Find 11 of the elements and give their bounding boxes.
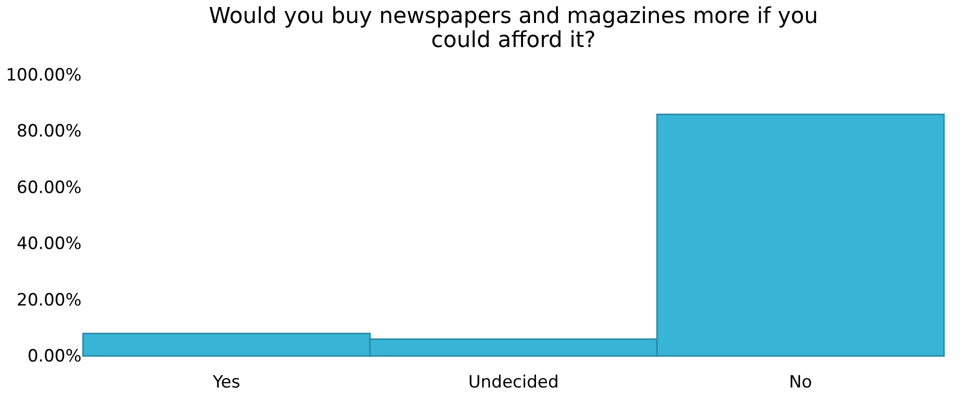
- x-tick-label: Undecided: [468, 372, 559, 392]
- x-tick-label: No: [788, 372, 812, 392]
- x-tick-label: Yes: [212, 372, 240, 392]
- text: could afford it?: [431, 28, 596, 53]
- y-tick-label: 100.00%: [6, 66, 82, 86]
- y-tick-label: 80.00%: [16, 122, 82, 142]
- y-tick-label: 60.00%: [16, 178, 82, 198]
- text: Would you buy newspapers and magazines more if you: [208, 4, 818, 29]
- y-tick-label: 40.00%: [16, 234, 82, 254]
- y-tick-label: 20.00%: [16, 290, 82, 310]
- y-tick-label: 0.00%: [27, 346, 82, 366]
